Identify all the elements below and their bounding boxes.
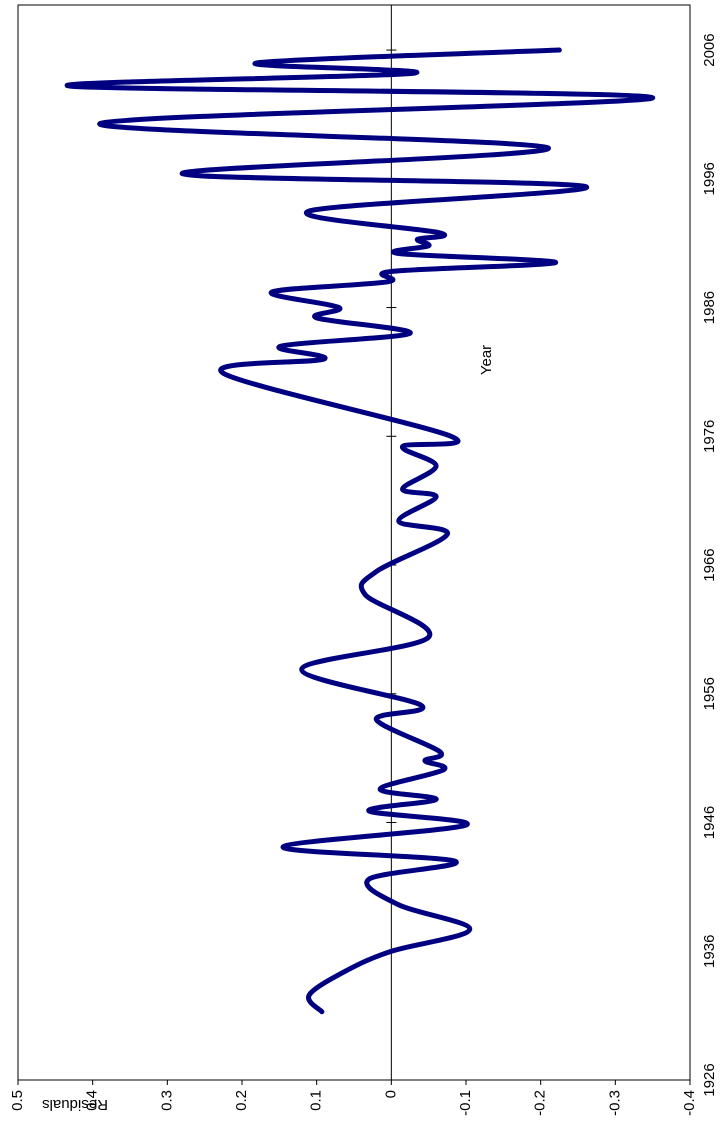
x-tick-label: 1936 <box>701 935 718 968</box>
x-tick-label: 1986 <box>701 291 718 324</box>
x-tick-label: 1956 <box>701 677 718 710</box>
data-line <box>64 47 656 1015</box>
y-tick-label: 0 <box>382 1090 399 1098</box>
y-tick-label: -0.2 <box>532 1090 549 1116</box>
x-axis-title: Year <box>478 345 495 375</box>
y-tick-label: -0.3 <box>606 1090 623 1116</box>
y-tick-label: 0.2 <box>233 1090 250 1111</box>
plot-frame <box>17 4 691 1081</box>
x-tick-label: 1996 <box>701 162 718 195</box>
y-tick-label: -0.4 <box>681 1090 698 1116</box>
x-tick-label: 1946 <box>701 806 718 839</box>
x-tick-label: 1976 <box>701 420 718 453</box>
x-tick-label: 2006 <box>701 33 718 66</box>
y-tick-label: 0.4 <box>84 1090 101 1111</box>
y-tick-label: 0.1 <box>308 1090 325 1111</box>
x-tick-label: 1966 <box>701 548 718 581</box>
y-tick-label: 0.3 <box>158 1090 175 1111</box>
x-tick-label: 1926 <box>701 1063 718 1096</box>
y-tick-label: -0.1 <box>457 1090 474 1116</box>
y-axis-title: Residuals <box>42 1096 108 1113</box>
y-tick-label: 0.5 <box>9 1090 26 1111</box>
